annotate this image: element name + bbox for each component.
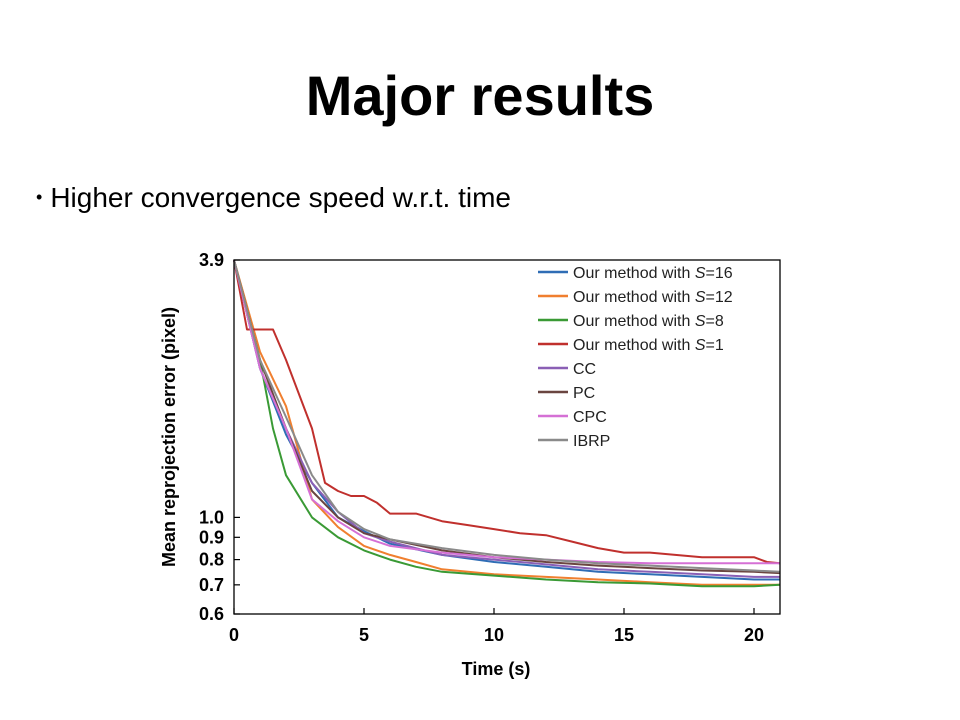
x-tick-label: 20 (744, 625, 764, 645)
legend-label-7: CPC (573, 409, 607, 426)
series-line-5 (233, 259, 780, 578)
plot-frame (233, 259, 781, 615)
bullet-dot-icon: • (36, 186, 43, 207)
legend-label-8: IBRP (573, 433, 610, 450)
legend-label-3: Our method with S=8 (573, 313, 724, 330)
series-line-2 (233, 259, 780, 586)
slide-title: Major results (305, 64, 655, 127)
y-tick-label: 0.7 (199, 575, 224, 595)
legend: Our method with S=16 Our method with S=12… (538, 265, 733, 450)
series-line-4 (233, 259, 781, 565)
series-line-7 (233, 259, 780, 565)
legend-label-5: CC (573, 361, 596, 378)
bullet-item: • Higher convergence speed w.r.t. time (36, 180, 511, 218)
x-tick-label: 0 (229, 625, 239, 645)
axis-ticks: 0 5 10 15 20 0.6 0.7 0.8 0.91.0 3.9 (199, 250, 764, 645)
y-tick-label: 3.9 (199, 250, 224, 270)
legend-label-6: PC (573, 385, 595, 402)
x-tick-label: 10 (484, 625, 504, 645)
series-line-6 (233, 259, 781, 575)
y-tick-label: 1.0 (199, 507, 224, 527)
legend-label-4: Our method with S=1 (573, 337, 724, 354)
x-tick-label: 15 (614, 625, 634, 645)
series-line-8 (233, 259, 781, 573)
series-line-3 (233, 259, 781, 588)
y-tick-label: 0.6 (199, 604, 224, 624)
y-tick-label: 0.8 (199, 550, 224, 570)
plot-lines (233, 259, 781, 588)
y-axis-label: Mean reprojection error (pixel) (159, 307, 179, 567)
bullet-text: Higher convergence speed w.r.t. time (50, 182, 511, 213)
x-axis-label: Time (s) (462, 659, 531, 679)
y-tick-label: 0.9 (199, 527, 224, 547)
x-tick-label: 5 (359, 625, 369, 645)
legend-label-1: Our method with S=16 (573, 265, 733, 282)
legend-label-2: Our method with S=12 (573, 289, 733, 306)
